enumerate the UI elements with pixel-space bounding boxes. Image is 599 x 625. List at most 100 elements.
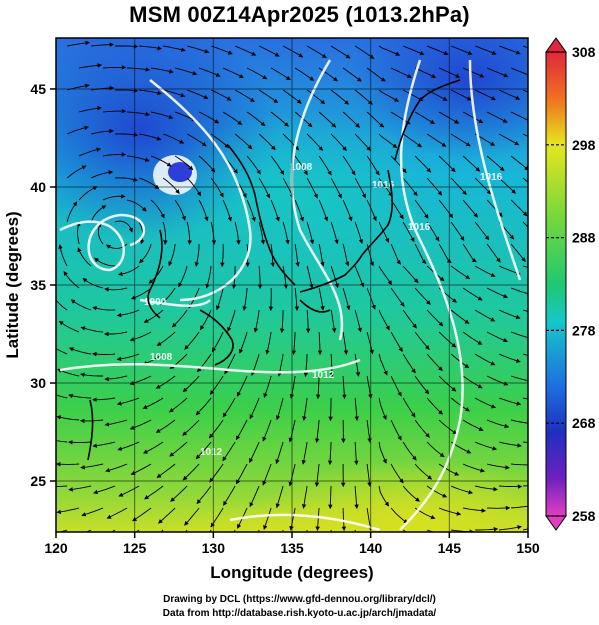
wind-arrow <box>330 530 332 532</box>
wind-arrow <box>106 507 128 519</box>
wind-arrow <box>151 111 174 119</box>
wind-arrow <box>249 441 260 463</box>
wind-arrow <box>474 45 497 55</box>
wind-arrow <box>438 199 454 219</box>
wind-arrow <box>390 287 405 307</box>
wind-arrow <box>158 507 176 524</box>
wind-arrow <box>306 45 327 58</box>
wind-arrow <box>275 485 284 509</box>
wind-arrow <box>215 287 224 311</box>
wind-arrow <box>223 485 236 506</box>
wind-arrow <box>246 199 256 222</box>
wind-arrow <box>474 441 498 451</box>
wind-arrow <box>118 485 140 497</box>
wind-arrow <box>317 331 323 356</box>
wind-arrow <box>390 331 403 353</box>
wind-arrow <box>56 299 68 311</box>
wind-arrow <box>450 309 470 324</box>
wind-arrow <box>402 485 421 502</box>
wind-arrow <box>314 463 320 488</box>
wind-arrow <box>291 331 297 356</box>
wind-arrow <box>390 419 402 441</box>
wind-arrow <box>342 199 353 222</box>
wind-arrow <box>354 177 366 199</box>
wind-arrow <box>450 221 465 242</box>
wind-arrow <box>143 309 164 323</box>
wind-arrow <box>318 287 325 311</box>
wind-arrow <box>426 353 443 372</box>
wind-arrow <box>294 111 313 128</box>
x-tick-label: 145 <box>438 540 462 556</box>
wind-arrow <box>66 165 87 179</box>
wind-arrow <box>306 177 318 199</box>
wind-arrow <box>210 45 233 55</box>
wind-arrow <box>354 89 373 105</box>
wind-arrow <box>402 221 415 243</box>
wind-arrow <box>132 507 152 522</box>
wind-arrow <box>306 221 315 245</box>
wind-arrow <box>486 199 503 218</box>
wind-arrow <box>523 397 528 400</box>
wind-arrow <box>222 397 236 418</box>
wind-arrow <box>162 133 185 144</box>
x-tick-label: 140 <box>359 540 383 556</box>
wind-arrow <box>354 221 364 245</box>
wind-arrow <box>150 199 165 219</box>
colorbar: 308 298 288 278 268 258 <box>545 37 596 531</box>
wind-arrow <box>390 111 411 125</box>
wind-arrow <box>342 375 347 400</box>
wind-arrow <box>162 221 168 245</box>
wind-arrow <box>438 375 457 392</box>
credit-line-data: Data from http://database.rish.kyoto-u.a… <box>162 608 437 619</box>
wind-arrow <box>414 67 437 78</box>
wind-arrow <box>182 463 200 481</box>
wind-arrow <box>182 375 200 393</box>
wind-arrow <box>168 243 176 267</box>
wind-arrow <box>426 529 436 532</box>
wind-arrow <box>103 108 127 114</box>
wind-arrow <box>196 485 212 505</box>
wind-arrow <box>330 89 350 105</box>
wind-arrow <box>81 507 104 517</box>
wind-arrow <box>366 67 386 82</box>
wind-arrow <box>402 441 417 461</box>
wind-arrow <box>354 529 356 532</box>
wind-arrow <box>210 89 232 101</box>
contour-label: 1000 <box>144 297 167 308</box>
wind-arrow <box>366 155 380 176</box>
wind-arrow <box>511 505 528 509</box>
wind-arrow <box>209 419 224 439</box>
wind-arrow <box>182 419 200 436</box>
wind-arrow <box>475 485 498 492</box>
y-tick-label: 45 <box>30 81 46 97</box>
wind-arrow <box>174 67 198 76</box>
wind-arrow <box>378 45 401 56</box>
wind-arrow <box>475 527 499 532</box>
wind-arrow <box>104 287 128 292</box>
wind-arrow <box>127 111 151 117</box>
contour-label: 1016 <box>408 222 431 233</box>
wind-arrow <box>246 111 266 127</box>
wind-arrow <box>70 299 92 311</box>
wind-arrow <box>462 155 481 172</box>
wind-arrow <box>438 243 452 264</box>
wind-arrow <box>115 44 139 49</box>
wind-arrow <box>522 265 528 268</box>
wind-arrow <box>194 243 200 267</box>
wind-arrow <box>474 221 490 241</box>
wind-arrow <box>342 331 349 355</box>
wind-arrow <box>378 89 399 102</box>
wind-arrow <box>402 265 419 284</box>
wind-arrow <box>186 45 210 54</box>
wind-arrow <box>234 133 253 150</box>
wind-arrow <box>127 67 151 72</box>
wind-arrow <box>426 485 448 498</box>
wind-arrow <box>438 155 456 173</box>
temperature-field: 1000 1008 1008 1016 1016 1016 1012 1012 <box>56 38 528 532</box>
wind-arrow <box>390 67 412 79</box>
wind-arrow <box>354 265 365 288</box>
y-axis-label: Latitude (degrees) <box>3 211 22 358</box>
wind-arrow <box>115 132 139 137</box>
wind-arrow <box>129 419 152 430</box>
wind-arrow <box>104 419 128 427</box>
